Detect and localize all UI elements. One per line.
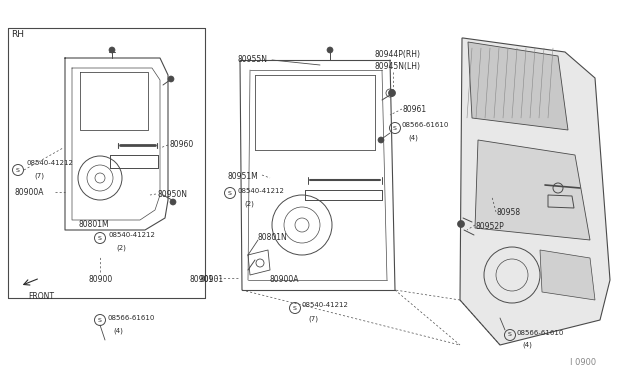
Text: 08540-41212: 08540-41212 (238, 188, 285, 194)
Text: 80958: 80958 (497, 208, 521, 217)
Text: S: S (393, 125, 397, 131)
Text: (4): (4) (522, 342, 532, 349)
Text: 80900A: 80900A (270, 275, 300, 284)
Text: 80900A: 80900A (14, 188, 44, 197)
Circle shape (388, 90, 396, 96)
Text: 08540-41212: 08540-41212 (302, 302, 349, 308)
Polygon shape (540, 250, 595, 300)
Circle shape (327, 47, 333, 53)
Text: 08566-61610: 08566-61610 (402, 122, 449, 128)
Polygon shape (460, 38, 610, 345)
Text: 80900: 80900 (88, 275, 112, 284)
Text: 08566-61610: 08566-61610 (107, 315, 154, 321)
Text: FRONT: FRONT (28, 292, 54, 301)
Text: I 0900: I 0900 (570, 358, 596, 367)
Text: S: S (98, 317, 102, 323)
Text: S: S (293, 305, 297, 311)
Text: 80901: 80901 (190, 275, 214, 284)
Circle shape (458, 221, 465, 228)
Circle shape (168, 76, 174, 82)
Text: (2): (2) (244, 200, 254, 206)
Text: 08566-61610: 08566-61610 (517, 330, 564, 336)
Text: 80960: 80960 (170, 140, 195, 149)
Text: 08540-41212: 08540-41212 (26, 160, 73, 166)
Text: 80801N: 80801N (258, 233, 288, 242)
Text: 80952P: 80952P (476, 222, 505, 231)
Text: S: S (16, 167, 20, 173)
Polygon shape (468, 42, 568, 130)
Text: S: S (228, 190, 232, 196)
Text: 80901: 80901 (200, 275, 224, 284)
Text: S: S (98, 235, 102, 241)
Text: 08540-41212: 08540-41212 (108, 232, 155, 238)
Circle shape (170, 199, 176, 205)
Text: 80955N: 80955N (237, 55, 267, 64)
Text: (2): (2) (116, 244, 126, 250)
Text: RH: RH (11, 30, 24, 39)
Text: 80950N: 80950N (158, 190, 188, 199)
Text: (7): (7) (34, 172, 44, 179)
Text: 80945N(LH): 80945N(LH) (375, 62, 421, 71)
Text: 80961: 80961 (403, 105, 427, 114)
Polygon shape (475, 140, 590, 240)
Text: (4): (4) (408, 134, 418, 141)
Circle shape (378, 137, 384, 143)
Text: 80801M: 80801M (78, 220, 109, 229)
Text: S: S (508, 333, 512, 337)
Circle shape (109, 47, 115, 53)
Text: 80944P(RH): 80944P(RH) (375, 50, 421, 59)
Text: (4): (4) (113, 327, 123, 334)
Text: 80951M: 80951M (228, 172, 259, 181)
Text: (7): (7) (308, 315, 318, 321)
